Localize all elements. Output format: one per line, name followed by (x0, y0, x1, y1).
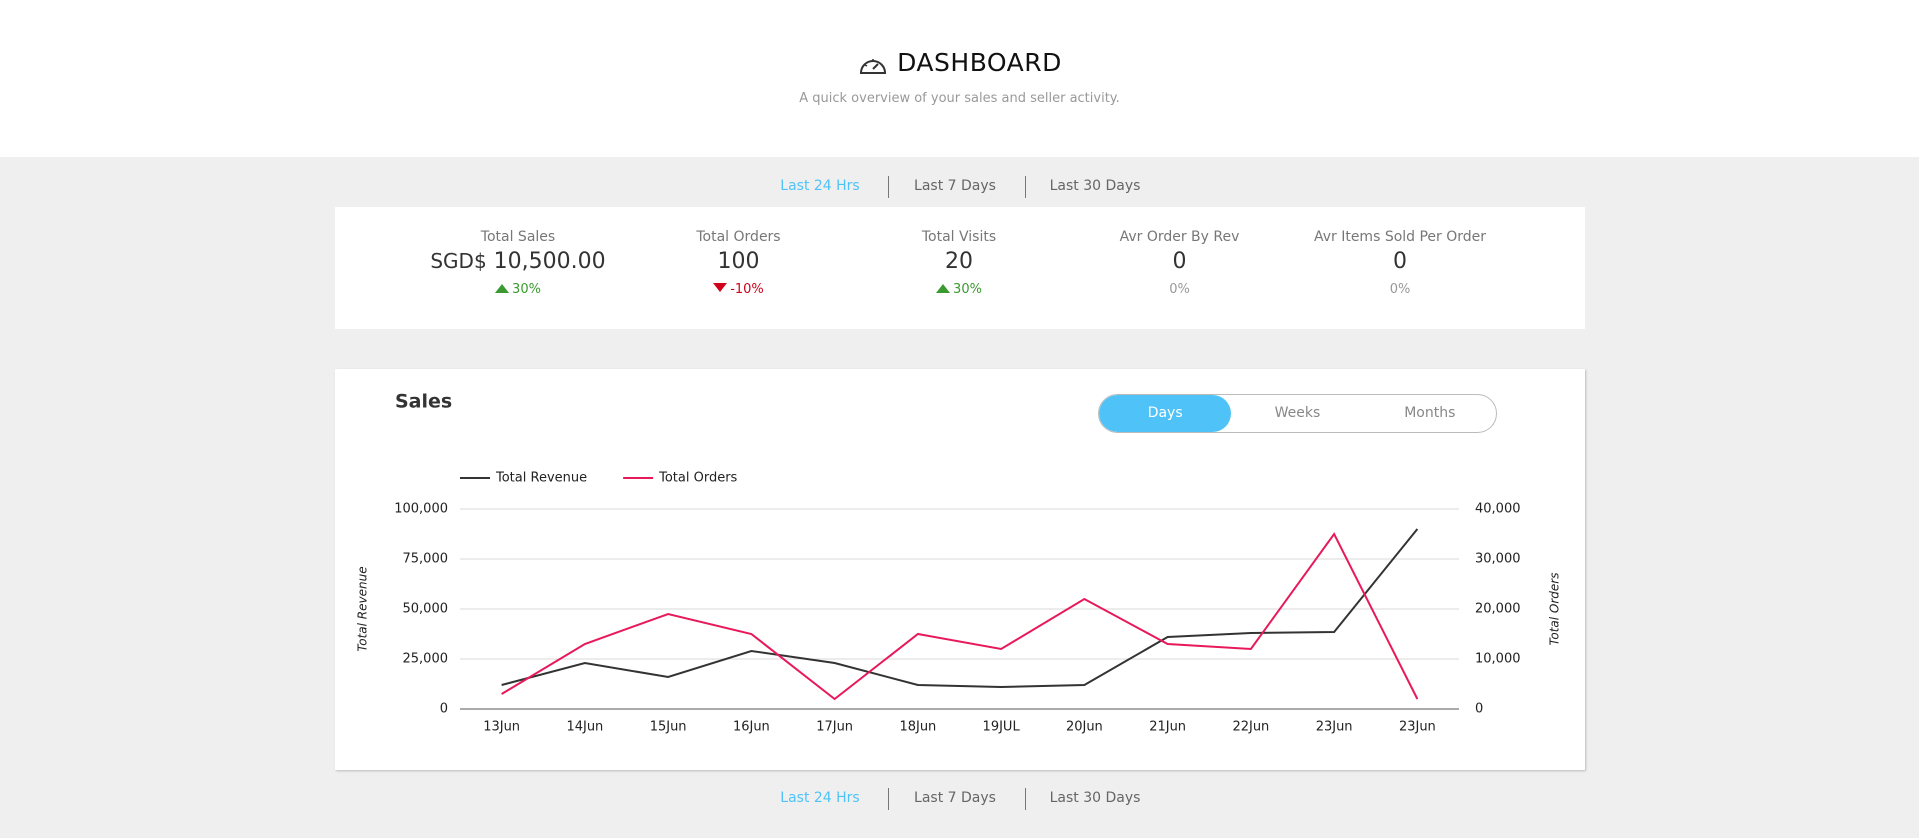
stat-label: Total Visits (921, 229, 997, 245)
x-tick-label: 22Jun (1232, 720, 1269, 735)
stat-label: Avr Items Sold Per Order (1313, 229, 1487, 245)
line-series (501, 528, 1419, 689)
stat-label: Total Sales (480, 229, 556, 245)
x-tick-label: 17Jun (816, 720, 853, 735)
y-tick-label: 75,000 (403, 552, 449, 567)
y2-tick-label: 30,000 (1475, 552, 1521, 567)
x-tick-label: 18Jun (899, 720, 936, 735)
stat-value: 0 (1070, 249, 1290, 274)
stat: Total Sales SGD$ 10,500.00 30% (408, 229, 628, 297)
x-tick-label: 14Jun (566, 720, 603, 735)
y-tick-label: 25,000 (403, 652, 449, 667)
value: 100 (717, 249, 760, 274)
tab[interactable]: Last 7 Days (914, 178, 996, 194)
y-tick-label: 100,000 (394, 502, 448, 517)
chart-title: Sales (395, 391, 452, 413)
y-tick-label: 0 (440, 702, 448, 717)
tab-separator (1025, 788, 1026, 810)
toggle-option[interactable]: Weeks (1274, 405, 1321, 421)
change: -10% (730, 282, 764, 297)
stat: Total Orders 100 -10% (629, 229, 849, 297)
x-tick-label: 19JUL (983, 720, 1021, 735)
x-tick-label: 13Jun (483, 720, 520, 735)
x-tick-label: 16Jun (733, 720, 770, 735)
stat-label: Avr Order By Rev (1119, 229, 1240, 245)
chart: Sales 0 25,000 50,000 75,000 100,000 0 10,000 2… (356, 391, 1562, 735)
header: DASHBOARD A quick overview of your sales… (0, 0, 1919, 157)
change: 0% (1389, 282, 1411, 297)
tab[interactable]: Last 30 Days (1049, 178, 1141, 194)
change: 30% (953, 282, 982, 297)
x-tick-label: 15Jun (650, 720, 687, 735)
stat-change: 0% (1070, 282, 1290, 297)
value: 20 (945, 249, 973, 274)
change: 0% (1169, 282, 1190, 297)
value: 0 (1393, 249, 1407, 274)
toggle-option[interactable]: Months (1404, 405, 1456, 421)
tab-separator (887, 788, 889, 810)
trend-arrow (713, 283, 728, 292)
chart-card: Days Weeks Months Sales 0 25,000 50,000 75,00… (335, 369, 1585, 770)
tab[interactable]: Last 24 Hrs (780, 178, 860, 194)
y2-tick-label: 40,000 (1475, 502, 1521, 517)
stat-change: 30% (408, 282, 628, 297)
stat: Avr Items Sold Per Order 0 0% (1290, 229, 1510, 297)
value: 10,500.00 (493, 249, 606, 274)
tab-separator (1025, 176, 1026, 198)
y-axis-label: Total Revenue (356, 566, 370, 651)
y2-tick-label: 20,000 (1475, 602, 1521, 617)
stat: Avr Order By Rev 0 0% (1070, 229, 1290, 297)
line-series (501, 532, 1419, 701)
trend-arrow (936, 284, 951, 293)
page-title: DASHBOARD (897, 48, 1062, 77)
legend-label: Total Orders (658, 471, 737, 486)
tab-separator (887, 176, 889, 198)
stats-card: Total Sales SGD$ 10,500.00 30% Total Orders… (335, 207, 1585, 329)
value: 0 (1172, 249, 1187, 274)
x-tick-label: 21Jun (1149, 720, 1186, 735)
stat-value: 0 (1290, 249, 1510, 274)
stat-change: 0% (1290, 282, 1510, 297)
legend-label: Total Revenue (495, 471, 587, 486)
y2-tick-label: 10,000 (1475, 652, 1521, 667)
stat-change: 30% (849, 282, 1069, 297)
y2-axis-label: Total Orders (1548, 573, 1562, 646)
stat-change: -10% (629, 282, 849, 297)
currency-prefix: SGD$ (430, 249, 487, 273)
stat: Total Visits 20 30% (849, 229, 1069, 297)
tab[interactable]: Last 30 Days (1049, 790, 1141, 806)
tab[interactable]: Last 24 Hrs (780, 790, 860, 806)
x-tick-label: 20Jun (1066, 720, 1103, 735)
y-tick-label: 50,000 (403, 602, 449, 617)
stat-value: 20 (849, 249, 1069, 274)
x-tick-label: 23Jun (1399, 720, 1436, 735)
page-subtitle: A quick overview of your sales and selle… (799, 91, 1120, 106)
tab[interactable]: Last 7 Days (914, 790, 996, 806)
toggle-option[interactable]: Days (1099, 395, 1232, 432)
change: 30% (512, 282, 541, 297)
stat-label: Total Orders (696, 229, 781, 245)
dashboard-icon (859, 59, 887, 74)
stat-value: 100 (629, 249, 849, 274)
trend-arrow (495, 284, 510, 293)
y2-tick-label: 0 (1475, 702, 1483, 717)
period-toggle: Days Weeks Months (1098, 394, 1497, 433)
x-tick-label: 23Jun (1316, 720, 1353, 735)
stat-value: SGD$ 10,500.00 (408, 249, 628, 274)
